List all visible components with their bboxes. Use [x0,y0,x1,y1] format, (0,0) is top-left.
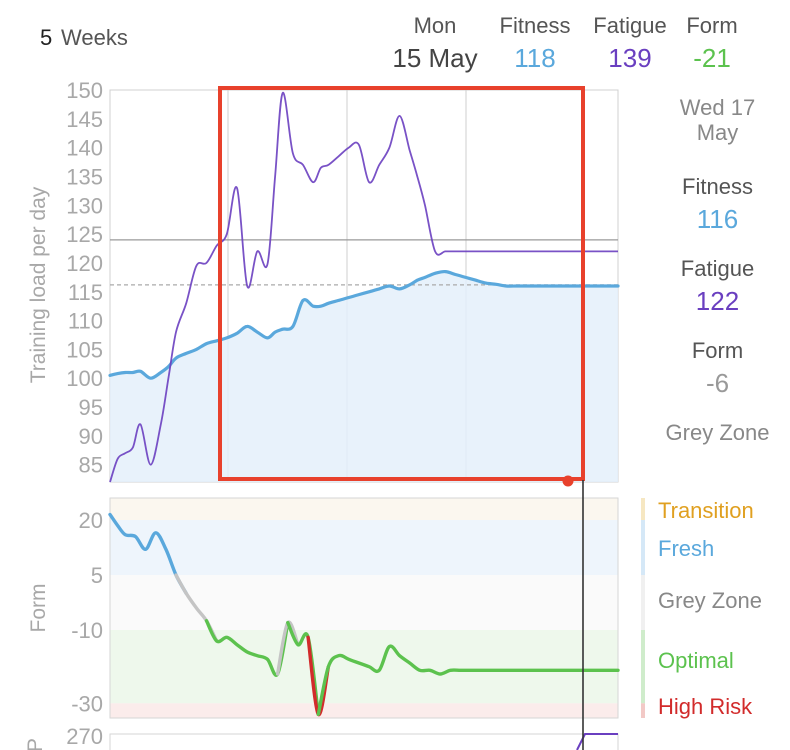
zone-label-transition: Transition [658,498,754,523]
y-tick-label-95: 95 [79,395,103,420]
fatigue-series-line [109,91,618,483]
y-tick-label-120: 120 [66,251,103,276]
y-tick-label-140: 140 [66,136,103,161]
form-tick-label-5: 5 [91,563,103,588]
y-tick-label-100: 100 [66,366,103,391]
zone-label-grey-zone: Grey Zone [658,588,762,613]
y-axis-label-load: Training load per day [27,186,50,383]
sidebar-form-label: Form [691,338,744,363]
zone-label-high-risk: High Risk [658,694,753,719]
sidebar-date-line1: Wed 17 [679,95,756,120]
form-series-segment-1 [108,512,188,595]
plot-area-third [109,733,619,750]
form-tick-label-neg10: -10 [71,618,103,643]
fitness-area [110,271,618,482]
y-tick-label-105: 105 [66,337,103,362]
form-series-segment-3 [204,619,290,677]
zone-indicator-transition [641,498,645,520]
y-tick-label-125: 125 [66,222,103,247]
header-form-value: -21 [693,43,731,73]
zone-band-transition [110,498,618,520]
zone-band-grey-zone [110,575,618,630]
header-form-label: Form [686,13,738,38]
y-axis-label-form: Form [27,584,50,633]
y-tick-label-90: 90 [79,424,103,449]
y-tick-label-85: 85 [79,453,103,478]
sidebar-date-line2: May [696,120,739,145]
sidebar-form-value: -6 [705,368,730,398]
sidebar-fitness-label: Fitness [682,174,753,199]
form-series-segment-7 [316,644,620,716]
form-tick-label-neg30: -30 [71,691,103,716]
zone-indicator-optimal [641,630,645,704]
zone-band-optimal [110,630,618,704]
y-tick-label-150: 150 [66,78,103,103]
selection-box [218,86,585,481]
zone-label-fresh: Fresh [658,536,714,561]
y-axis-label-third: P [24,738,47,750]
header-date: 15 May [392,43,478,73]
zone-indicator-fresh [641,520,645,575]
y-tick-label-135: 135 [66,164,103,189]
y-tick-label-130: 130 [66,193,103,218]
header-fatigue-value: 139 [608,43,652,73]
header-fatigue-label: Fatigue [593,13,667,38]
y-tick-label-115: 115 [68,280,103,305]
sidebar-fatigue-label: Fatigue [680,256,755,281]
zone-indicator-high-risk [641,703,645,718]
header-day: Mon [413,13,457,38]
zone-label-optimal: Optimal [658,648,734,673]
period-unit[interactable]: Weeks [61,25,128,50]
sidebar-fatigue-value: 122 [695,286,740,316]
sidebar-zone: Grey Zone [665,420,770,445]
zone-indicator-grey-zone [641,575,645,630]
third-tick-label-270: 270 [66,724,103,749]
selection-handle [562,475,574,487]
plot-area-form [109,497,619,719]
y-tick-label-145: 145 [66,107,103,132]
fitness-series-line [108,269,620,380]
header-fitness-label: Fitness [499,13,571,38]
zone-band-high-risk [110,703,618,718]
y-tick-label-110: 110 [68,309,103,334]
third-series-line [576,733,618,750]
period-number[interactable]: 5 [40,25,53,50]
form-tick-label-20: 20 [79,508,103,533]
header-fitness-value: 118 [514,43,556,73]
sidebar-fitness-value: 116 [696,204,739,234]
zone-band-fresh [110,520,618,575]
